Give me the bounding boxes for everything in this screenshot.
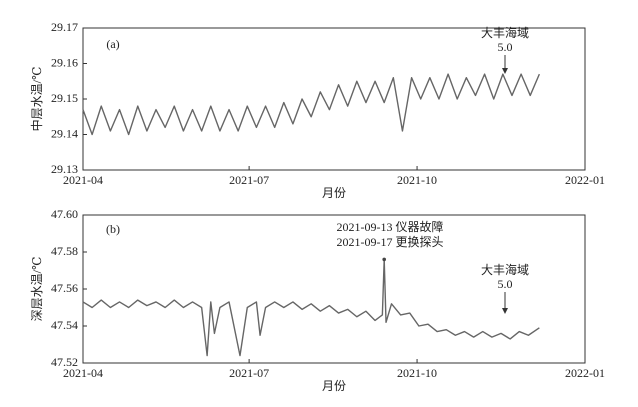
- annotation: 5.0: [498, 277, 513, 291]
- x-axis-label: 月份: [322, 186, 346, 200]
- x-tick-label: 2021-04: [63, 366, 103, 380]
- y-tick-label: 47.56: [51, 281, 78, 295]
- y-tick-label: 47.52: [51, 355, 78, 369]
- x-tick-label: 2022-01: [565, 173, 605, 187]
- y-tick-label: 29.14: [51, 126, 78, 140]
- y-tick-label: 29.17: [51, 20, 78, 34]
- annotation: 2021-09-17 更换探头: [337, 235, 444, 249]
- x-tick-label: 2021-07: [229, 366, 269, 380]
- arrow-head: [502, 308, 508, 314]
- panel-label: (a): [106, 37, 119, 51]
- annotation: 5.0: [498, 40, 513, 54]
- arrow-head: [502, 68, 508, 74]
- temperature-line: [82, 258, 540, 357]
- y-axis-label: 中层水温/℃: [29, 67, 44, 132]
- annotation: 2021-09-13 仪器故障: [337, 219, 444, 234]
- x-tick-label: 2022-01: [565, 366, 605, 380]
- y-tick-label: 47.60: [51, 207, 78, 221]
- event-point: [382, 257, 387, 262]
- annotation: 大丰海域: [481, 25, 529, 40]
- x-axis-label: 月份: [322, 379, 346, 393]
- panel-label: (b): [106, 222, 120, 236]
- temperature-line: [82, 73, 541, 136]
- y-tick-label: 47.58: [51, 244, 78, 258]
- y-tick-label: 29.13: [51, 162, 78, 176]
- x-tick-label: 2021-07: [229, 173, 269, 187]
- y-tick-label: 47.54: [51, 318, 78, 332]
- x-tick-label: 2021-10: [397, 173, 437, 187]
- x-tick-label: 2021-10: [397, 366, 437, 380]
- y-axis-label: 深层水温/℃: [30, 257, 44, 322]
- y-tick-label: 29.15: [51, 91, 78, 105]
- x-tick-label: 2021-04: [63, 173, 103, 187]
- annotation: 大丰海域: [481, 262, 529, 277]
- y-tick-label: 29.16: [51, 55, 78, 69]
